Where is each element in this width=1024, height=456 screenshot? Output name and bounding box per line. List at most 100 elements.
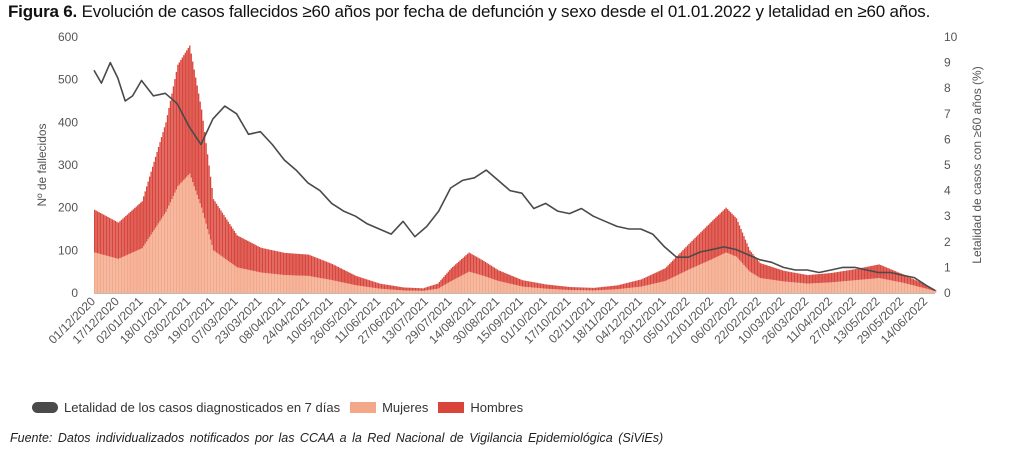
bar-hombres [921, 283, 923, 288]
bar-mujeres [315, 277, 317, 293]
bar-mujeres [691, 268, 693, 293]
bar-hombres [566, 286, 568, 290]
bar-mujeres [208, 234, 210, 293]
bar-hombres [578, 287, 580, 291]
bar-mujeres [567, 289, 570, 293]
bar-mujeres [663, 281, 665, 293]
bar-hombres [276, 251, 279, 275]
bar-mujeres [114, 258, 117, 293]
bar-mujeres [493, 279, 496, 293]
bar-hombres [911, 278, 913, 285]
bar-hombres [146, 186, 148, 242]
bar-hombres [270, 250, 273, 274]
bar-mujeres [236, 267, 238, 293]
bar-hombres [266, 249, 268, 274]
bar-hombres [590, 287, 592, 291]
bar-hombres [203, 131, 206, 219]
bar-mujeres [728, 253, 730, 293]
bar-hombres [853, 269, 855, 281]
bar-mujeres [709, 260, 711, 293]
bar-hombres [355, 275, 357, 286]
bar-hombres [594, 287, 597, 291]
bar-hombres [490, 265, 493, 279]
bar-mujeres [313, 277, 316, 293]
bar-mujeres [786, 281, 788, 293]
y-tick-left: 200 [58, 201, 78, 215]
bar-hombres [804, 274, 806, 284]
bar-mujeres [414, 290, 417, 293]
bar-hombres [706, 226, 708, 262]
bar-hombres [768, 266, 770, 280]
bar-hombres [407, 287, 409, 291]
bar-mujeres [826, 282, 828, 293]
bar-hombres [673, 259, 675, 277]
bar-mujeres [529, 287, 531, 293]
y-tick-left: 0 [71, 286, 78, 300]
bar-mujeres [655, 283, 657, 293]
bar-mujeres [270, 273, 273, 293]
bar-mujeres [478, 274, 481, 293]
bar-hombres [254, 244, 256, 272]
bar-mujeres [606, 289, 608, 293]
bar-mujeres [184, 178, 186, 293]
bar-mujeres [310, 276, 313, 293]
bar-hombres [551, 285, 553, 290]
bar-mujeres [514, 284, 516, 293]
bar-mujeres [229, 262, 231, 293]
bar-hombres [481, 260, 484, 276]
bar-hombres [661, 269, 663, 282]
bar-hombres [310, 255, 313, 277]
bar-mujeres [856, 280, 858, 293]
bar-hombres [602, 286, 604, 290]
bar-hombres [159, 142, 161, 221]
bar-mujeres [484, 276, 487, 293]
bar-mujeres [661, 281, 663, 293]
bar-mujeres [96, 253, 99, 293]
bar-hombres [343, 269, 345, 283]
bar-hombres [385, 284, 387, 290]
bar-mujeres [747, 270, 750, 293]
bar-hombres [695, 236, 698, 267]
bar-hombres [352, 274, 354, 285]
bar-hombres [605, 286, 607, 290]
bar-hombres [330, 263, 332, 280]
bar-hombres [636, 280, 638, 288]
bar-hombres [148, 176, 151, 237]
bar-mujeres [365, 286, 368, 293]
bar-hombres [232, 228, 234, 265]
bar-mujeres [224, 258, 227, 293]
bar-mujeres [168, 205, 170, 293]
bar-mujeres [248, 269, 250, 293]
bar-hombres [316, 258, 319, 278]
bar-mujeres [260, 272, 262, 293]
bar-mujeres [930, 290, 932, 293]
bar-mujeres [134, 251, 136, 293]
bar-hombres [110, 218, 112, 257]
bar-hombres [423, 287, 426, 291]
bar-hombres [553, 285, 555, 290]
bar-hombres [851, 269, 854, 281]
bar-mujeres [860, 279, 863, 293]
bar-hombres [388, 285, 390, 290]
bar-mujeres [923, 287, 925, 293]
bar-hombres [212, 199, 215, 251]
bar-hombres [816, 274, 818, 284]
bar-hombres [401, 287, 403, 291]
bar-hombres [357, 276, 359, 286]
bar-mujeres [600, 290, 603, 293]
bar-mujeres [755, 275, 757, 293]
bar-hombres [781, 270, 784, 282]
bar-mujeres [220, 255, 222, 293]
bar-mujeres [724, 253, 726, 293]
bar-mujeres [900, 282, 903, 293]
bar-mujeres [811, 283, 813, 293]
bar-mujeres [631, 287, 634, 293]
bar-mujeres [926, 288, 928, 293]
bar-hombres [859, 268, 861, 280]
bar-mujeres [140, 248, 142, 293]
bar-hombres [498, 270, 500, 282]
bar-hombres [783, 270, 785, 282]
bar-mujeres [764, 278, 766, 293]
bar-hombres [599, 287, 601, 291]
bar-mujeres [722, 253, 724, 293]
